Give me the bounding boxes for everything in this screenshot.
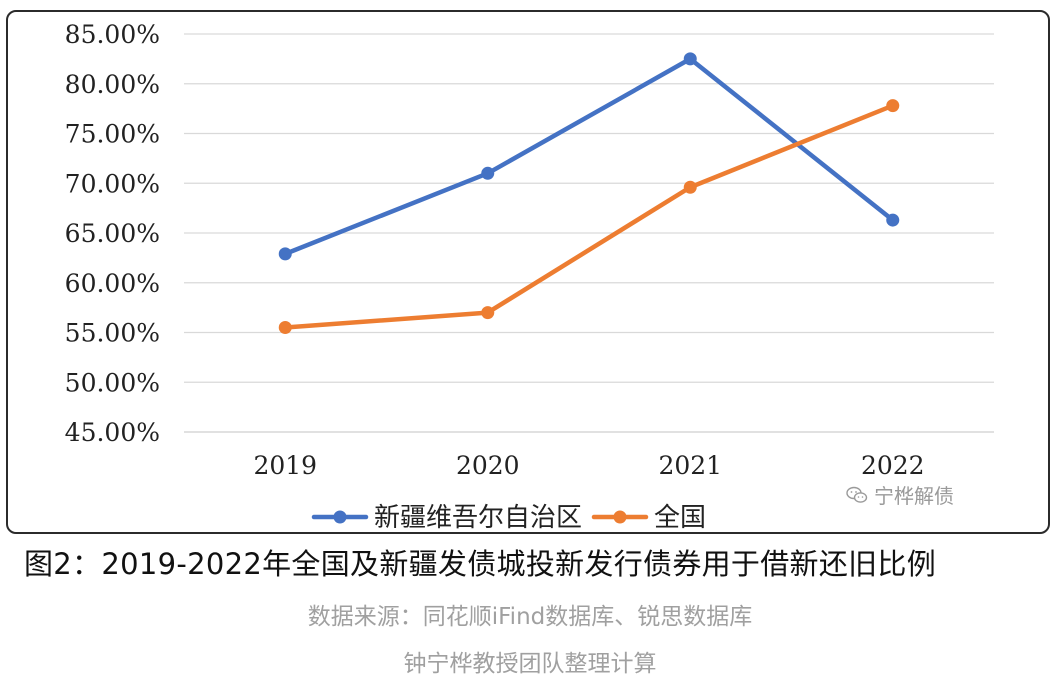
figure-caption: 图2：2019-2022年全国及新疆发债城投新发行债券用于借新还旧比例 xyxy=(24,547,937,581)
y-tick-label: 70.00% xyxy=(65,169,160,198)
y-axis-ticks: 45.00% 50.00% 55.00% 60.00% 65.00% 70.00% 75.0… xyxy=(65,20,160,447)
legend-swatch-marker xyxy=(613,510,627,524)
gridlines xyxy=(184,33,994,433)
x-tick-label: 2019 xyxy=(253,451,317,480)
data-point xyxy=(683,180,697,194)
series-line xyxy=(283,56,895,257)
data-point xyxy=(278,247,292,261)
x-tick-label: 2022 xyxy=(861,451,925,480)
data-point xyxy=(481,306,495,320)
legend-label: 新疆维吾尔自治区 xyxy=(374,503,582,533)
chart-frame xyxy=(6,10,1050,534)
y-tick-label: 45.00% xyxy=(65,418,160,447)
watermark-text: 宁桦解债 xyxy=(874,484,954,508)
legend: 新疆维吾尔自治区 全国 xyxy=(311,503,706,533)
y-tick-label: 55.00% xyxy=(65,319,160,348)
y-tick-label: 75.00% xyxy=(65,120,160,149)
watermark: 宁桦解债 xyxy=(846,480,954,509)
wechat-icon xyxy=(846,486,868,503)
legend-label: 全国 xyxy=(654,503,706,533)
legend-swatch-marker xyxy=(333,510,347,524)
source-line-2: 钟宁桦教授团队整理计算 xyxy=(403,651,657,677)
data-point xyxy=(683,52,697,66)
y-tick-label: 60.00% xyxy=(65,269,160,298)
y-tick-label: 50.00% xyxy=(65,368,160,397)
x-axis-ticks: 2019 2020 2021 2022 xyxy=(253,451,924,480)
source-line-1: 数据来源：同花顺iFind数据库、锐思数据库 xyxy=(307,604,753,630)
x-tick-label: 2020 xyxy=(456,451,520,480)
y-tick-label: 80.00% xyxy=(65,70,160,99)
line-chart: 45.00% 50.00% 55.00% 60.00% 65.00% 70.00% 75.0… xyxy=(65,20,994,533)
data-point xyxy=(886,99,900,113)
y-tick-label: 85.00% xyxy=(65,20,160,49)
data-point xyxy=(481,166,495,180)
data-point xyxy=(278,321,292,335)
y-tick-label: 65.00% xyxy=(65,219,160,248)
series-line xyxy=(283,103,895,330)
data-point xyxy=(886,213,900,227)
series xyxy=(278,52,900,335)
x-tick-label: 2021 xyxy=(658,451,722,480)
